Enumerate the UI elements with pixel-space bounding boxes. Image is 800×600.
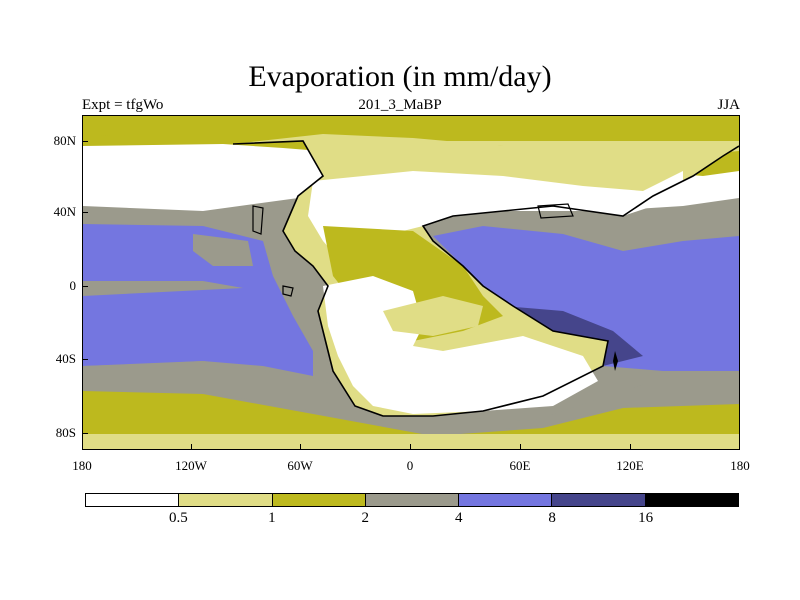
- x-tick-label-180w: 180: [72, 458, 92, 473]
- y-tick-label-0: 0: [69, 278, 77, 293]
- colorbar-box: [645, 494, 738, 506]
- y-tick-mark: [82, 212, 88, 213]
- y-tick-label-40n: 40N: [53, 204, 76, 219]
- x-tick-label-0: 0: [406, 458, 414, 473]
- y-tick-mark: [82, 433, 88, 434]
- period-label: 201_3_MaBP: [358, 97, 442, 113]
- plot-title: Evaporation (in mm/day): [248, 60, 552, 93]
- x-tick-label-60e: 60E: [509, 458, 531, 473]
- y-tick-mark: [82, 141, 88, 142]
- colorbar-label: 4: [454, 510, 463, 526]
- x-tick-mark: [410, 444, 411, 450]
- y-tick-label-80s: 80S: [55, 425, 76, 440]
- colorbar-box: [365, 494, 460, 506]
- colorbar: [85, 493, 739, 507]
- evaporation-map: [82, 115, 740, 450]
- x-tick-mark: [300, 444, 301, 450]
- colorbar-label: 2: [361, 510, 370, 526]
- x-tick-label-180e: 180: [730, 458, 750, 473]
- x-tick-mark: [191, 444, 192, 450]
- y-tick-label-80n: 80N: [53, 133, 76, 148]
- y-tick-mark: [82, 359, 88, 360]
- colorbar-label: 8: [548, 510, 556, 526]
- x-tick-label-60w: 60W: [287, 458, 313, 473]
- colorbar-box: [272, 494, 366, 506]
- colorbar-box: [86, 494, 180, 506]
- experiment-label: Expt = tfgWo: [82, 97, 164, 113]
- colorbar-label: 0.5: [169, 510, 188, 526]
- y-tick-mark: [82, 286, 88, 287]
- colorbar-box: [459, 494, 553, 506]
- season-label: JJA: [717, 97, 740, 113]
- colorbar-box: [179, 494, 273, 506]
- x-tick-label-120w: 120W: [175, 458, 207, 473]
- x-tick-label-120e: 120E: [616, 458, 644, 473]
- colorbar-label: 1: [268, 510, 276, 526]
- x-tick-mark: [520, 444, 521, 450]
- colorbar-label: 16: [638, 510, 654, 526]
- x-tick-mark: [630, 444, 631, 450]
- y-tick-label-40s: 40S: [55, 351, 76, 366]
- colorbar-box: [552, 494, 646, 506]
